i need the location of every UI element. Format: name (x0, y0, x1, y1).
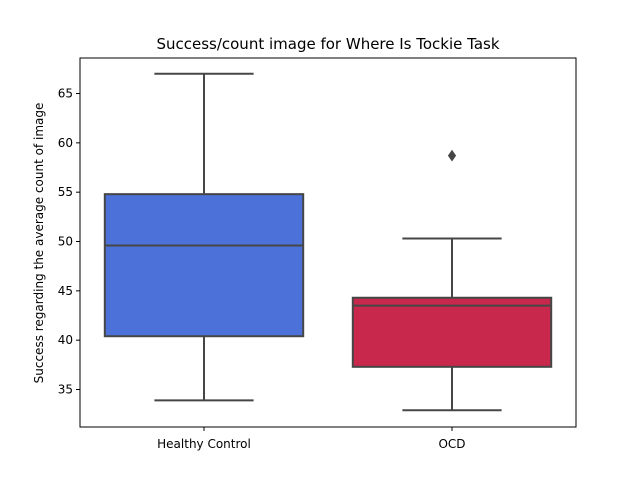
ocd-box (351, 296, 553, 368)
y-tick-label-40: 40 (58, 333, 73, 347)
x-tick-label-healthy-control: Healthy Control (157, 437, 251, 451)
x-tick-label-ocd: OCD (438, 437, 465, 451)
ocd-outlier-0 (447, 149, 457, 162)
y-tick-label-60: 60 (58, 136, 73, 150)
y-tick-label-55: 55 (58, 185, 73, 199)
y-tick-label-45: 45 (58, 284, 73, 298)
healthy-control-box (103, 193, 305, 338)
y-axis-label: Success regarding the average count of i… (32, 103, 46, 384)
plot-area-frame (79, 57, 577, 428)
y-tick-label-65: 65 (58, 87, 73, 101)
y-tick-label-35: 35 (58, 383, 73, 397)
chart-title: Success/count image for Where Is Tockie … (156, 35, 499, 53)
y-tick-label-50: 50 (58, 235, 73, 249)
